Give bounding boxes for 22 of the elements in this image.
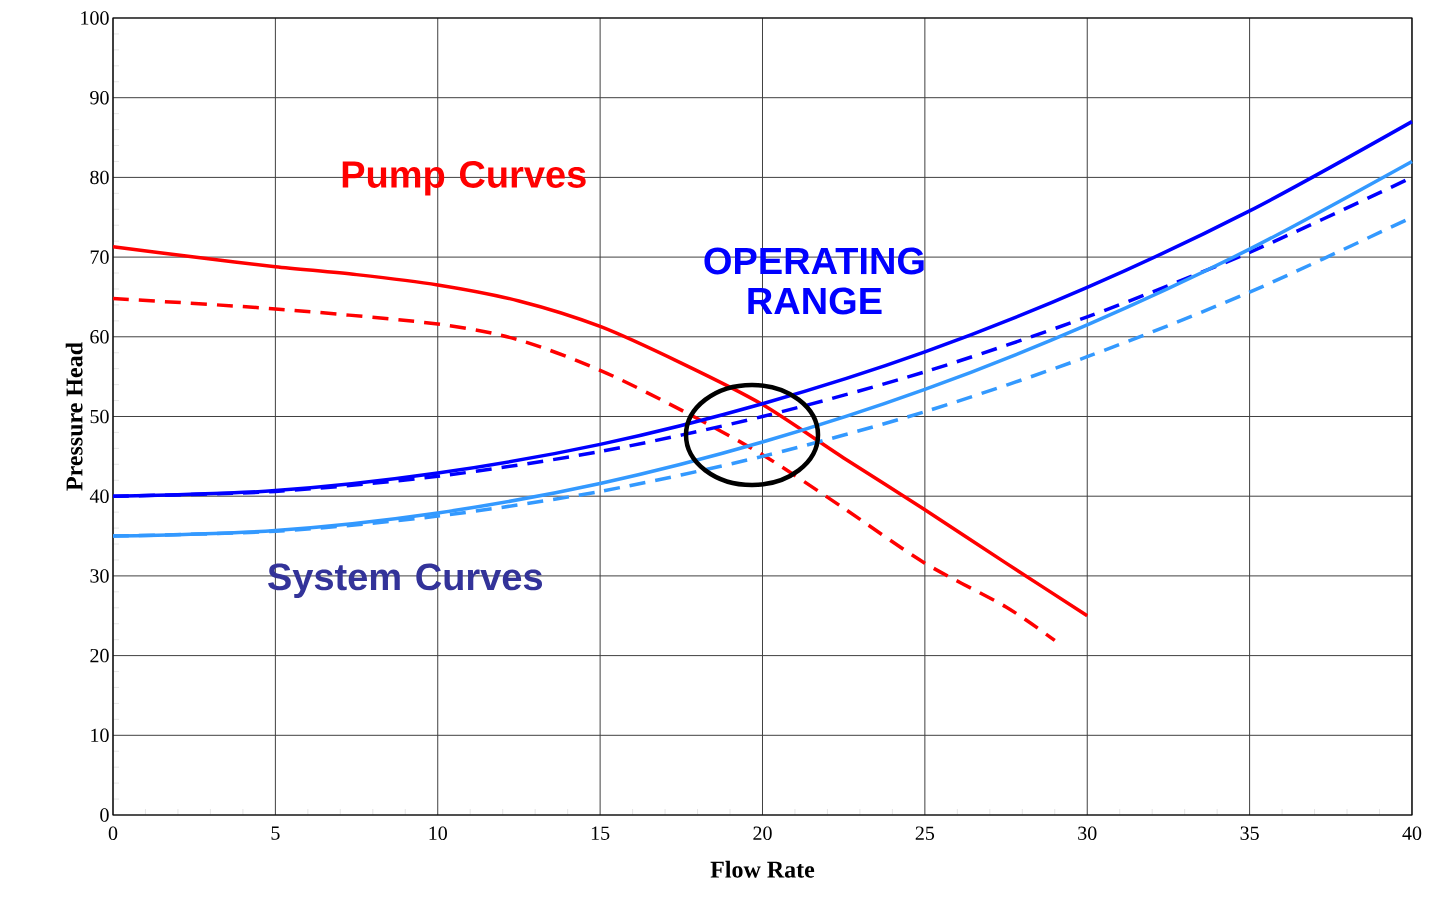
x-tick-label: 10 [429,826,447,841]
y-tick-label: 80 [90,170,109,185]
y-tick-label: 90 [90,90,109,105]
x-tick-label: 40 [1402,826,1422,841]
y-tick-label: 10 [91,728,109,743]
x-axis-title: Flow Rate [710,860,815,878]
x-tick-label: 15 [591,826,610,840]
y-tick-label: 40 [89,489,109,503]
y-tick-label: 70 [90,250,109,264]
x-tick-label: 5 [271,826,280,840]
line-series [111,244,1089,618]
x-tick-label: 25 [915,826,935,840]
y-tick-label: 30 [90,569,109,583]
y-tick-label: 60 [90,330,109,344]
y-tick-label: 50 [90,409,109,424]
y-axis-title: Pressure Head [65,342,83,491]
y-tick-label: 20 [90,648,109,663]
y-tick-label: 0 [100,808,109,822]
x-tick-label: 30 [1078,826,1097,841]
x-tick-label: 20 [753,826,772,841]
y-tick-label: 100 [81,11,109,25]
x-tick-label: 35 [1240,826,1259,840]
